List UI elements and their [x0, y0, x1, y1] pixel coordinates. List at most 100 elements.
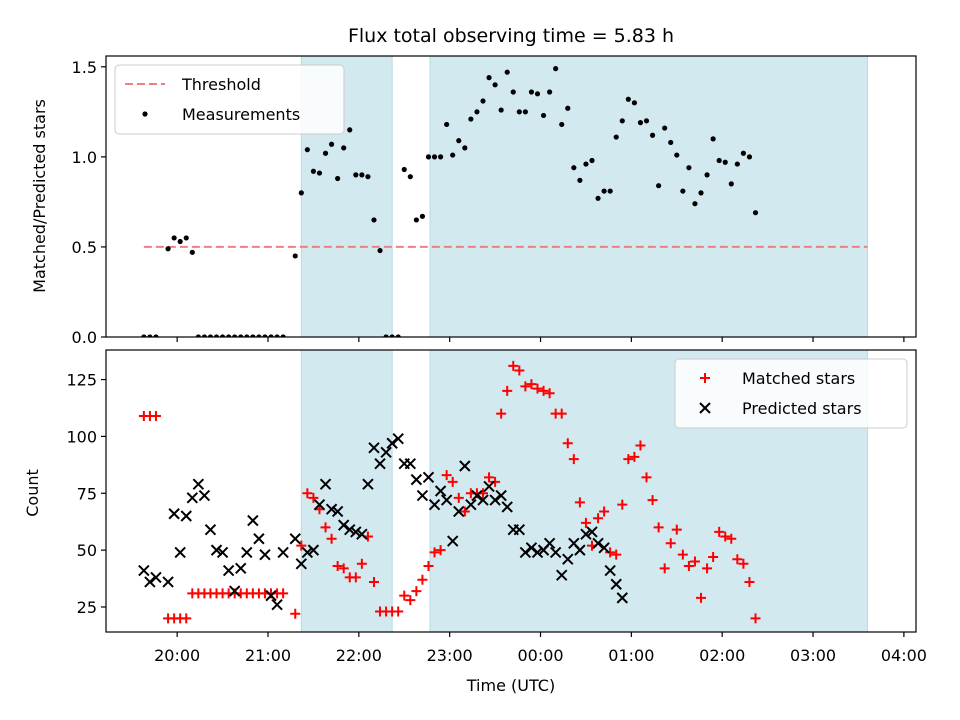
measurement-point	[710, 136, 716, 142]
x-tick-label: 20:00	[154, 646, 200, 665]
predicted-point	[192, 478, 205, 490]
measurement-point	[704, 172, 710, 178]
predicted-point	[453, 505, 465, 518]
matched-point	[653, 522, 664, 533]
measurement-point	[674, 152, 680, 158]
x-axis-label: Time (UTC)	[466, 676, 555, 695]
matched-point	[562, 438, 573, 449]
predicted-point	[483, 480, 495, 493]
measurement-point	[359, 172, 365, 178]
predicted-point	[198, 489, 211, 502]
predicted-point	[386, 437, 398, 449]
matched-point	[484, 472, 495, 483]
matched-point	[629, 451, 640, 462]
legend-label: Measurements	[182, 105, 300, 124]
matched-point	[744, 576, 755, 587]
matched-point	[714, 526, 725, 537]
matched-point	[641, 472, 652, 483]
measurement-point	[141, 334, 147, 337]
measurement-point	[165, 246, 171, 252]
predicted-point	[241, 546, 253, 559]
axes-frame	[105, 349, 917, 633]
measurement-point	[740, 150, 747, 156]
predicted-point	[247, 514, 259, 527]
measurement-point	[268, 334, 274, 337]
matched-point	[702, 563, 713, 574]
matched-point	[399, 590, 410, 601]
predicted-point	[465, 498, 477, 511]
matched-point	[593, 513, 604, 524]
predicted-point	[222, 564, 235, 577]
measurement-point	[528, 89, 535, 95]
matched-point	[332, 561, 343, 572]
legend-label: Predicted stars	[742, 399, 862, 418]
predicted-point	[174, 546, 186, 559]
y-tick-label: 100	[66, 427, 97, 446]
measurement-point	[656, 183, 662, 189]
measurement-point	[207, 334, 214, 337]
predicted-point	[337, 519, 350, 531]
predicted-point	[459, 460, 471, 472]
predicted-point	[319, 478, 332, 490]
measurement-point	[256, 334, 262, 337]
matched-point	[689, 556, 700, 567]
legend-box	[114, 64, 345, 135]
predicted-point	[331, 505, 344, 518]
predicted-point	[180, 510, 192, 522]
predicted-point	[531, 546, 544, 559]
predicted-point	[447, 535, 459, 547]
predicted-point	[434, 485, 447, 497]
predicted-point	[513, 523, 526, 536]
legend-predicted-swatch	[699, 402, 711, 414]
matched-point	[726, 533, 737, 544]
predicted-point	[543, 537, 556, 550]
measurement-point	[274, 334, 280, 337]
measurement-point	[649, 132, 656, 138]
y-tick-label: 25	[77, 598, 97, 617]
matched-point	[677, 549, 688, 560]
measurement-point	[232, 334, 238, 337]
measurement-point	[625, 96, 631, 102]
predicted-point	[162, 576, 174, 588]
predicted-point	[325, 503, 338, 515]
measurement-point	[510, 89, 516, 95]
matched-point	[617, 499, 628, 510]
measurement-point	[734, 161, 740, 167]
measurement-point	[462, 145, 468, 151]
measurement-point	[662, 125, 668, 131]
y-tick-label: 50	[77, 541, 97, 560]
measurement-point	[171, 235, 177, 241]
matched-point	[350, 572, 361, 583]
predicted-point	[138, 564, 150, 577]
predicted-point	[289, 533, 301, 545]
measurement-point	[474, 109, 480, 115]
predicted-point	[259, 548, 271, 561]
predicted-point	[404, 458, 417, 470]
matched-point	[556, 408, 567, 419]
matched-point	[708, 551, 719, 562]
measurement-point	[201, 334, 208, 337]
measurement-point	[637, 120, 644, 126]
predicted-point	[562, 553, 574, 565]
predicted-point	[592, 537, 604, 550]
measurement-point	[316, 170, 323, 176]
matched-point	[453, 492, 464, 503]
measurement-point	[571, 165, 577, 171]
measurement-point	[371, 217, 377, 223]
measurement-point	[437, 154, 444, 160]
matched-point	[417, 574, 428, 585]
predicted-point	[422, 471, 435, 484]
predicted-point	[150, 571, 162, 584]
measurement-point	[553, 66, 559, 72]
predicted-point	[440, 494, 453, 506]
predicted-point	[392, 432, 404, 445]
predicted-point	[586, 526, 598, 538]
x-tick-label: 22:00	[336, 646, 382, 665]
predicted-point	[277, 546, 289, 559]
measurement-point	[680, 188, 686, 194]
matched-point	[720, 531, 731, 542]
predicted-point	[350, 526, 362, 538]
measurement-point	[250, 334, 256, 337]
measurement-point	[486, 75, 492, 81]
predicted-point	[416, 489, 429, 502]
